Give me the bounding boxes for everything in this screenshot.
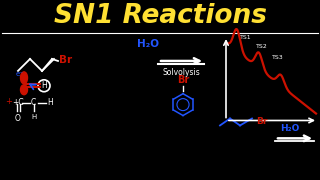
Text: H₂O: H₂O [280, 124, 300, 133]
Text: SN1 Reactions: SN1 Reactions [53, 3, 267, 29]
Text: Solvolysis: Solvolysis [162, 68, 200, 77]
Text: +C: +C [12, 98, 24, 107]
Text: Br: Br [177, 75, 189, 85]
Text: Br: Br [256, 117, 268, 126]
Text: TS3: TS3 [272, 55, 284, 60]
Text: C: C [31, 98, 36, 107]
Text: H: H [41, 81, 47, 90]
Text: TS2: TS2 [256, 44, 268, 49]
Text: Br: Br [59, 55, 72, 65]
Ellipse shape [20, 85, 28, 95]
Text: H: H [31, 114, 36, 120]
Text: H₂O: H₂O [137, 39, 159, 49]
Text: H: H [47, 98, 53, 107]
Text: +: + [5, 97, 12, 106]
Ellipse shape [20, 72, 28, 84]
Text: TS1: TS1 [240, 35, 252, 40]
Text: O: O [15, 114, 21, 123]
Text: e⁻: e⁻ [16, 71, 24, 77]
